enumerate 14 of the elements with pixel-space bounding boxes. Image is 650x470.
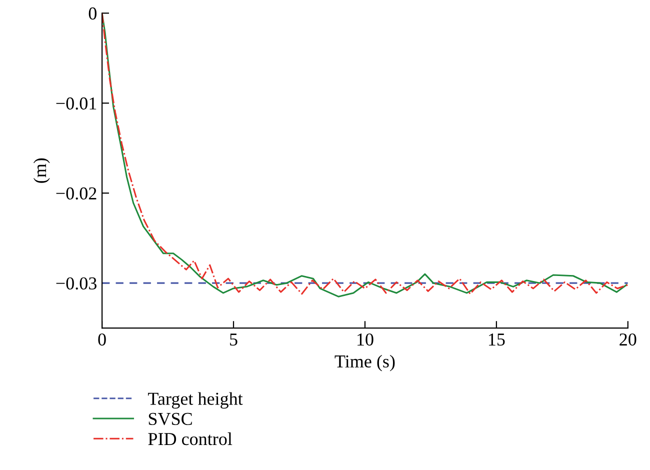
x-tick-label: 10 — [358, 333, 374, 346]
x-tick-label: 15 — [489, 334, 505, 346]
legend-label: Target height — [148, 392, 243, 409]
y-axis-title: (m) — [33, 158, 50, 183]
x-tick-label: 0 — [98, 333, 106, 346]
y-tick-label: −0.01 — [56, 97, 96, 110]
x-axis-title: Time (s) — [334, 354, 395, 372]
x-tick-label: 20 — [620, 333, 636, 346]
x-tick-label: 5 — [230, 334, 238, 346]
y-tick-label: −0.02 — [56, 187, 96, 200]
y-tick-label: 0 — [88, 7, 96, 20]
legend-label: PID control — [148, 432, 232, 446]
y-tick-label: −0.03 — [56, 277, 96, 290]
legend-label: SVSC — [148, 412, 192, 426]
